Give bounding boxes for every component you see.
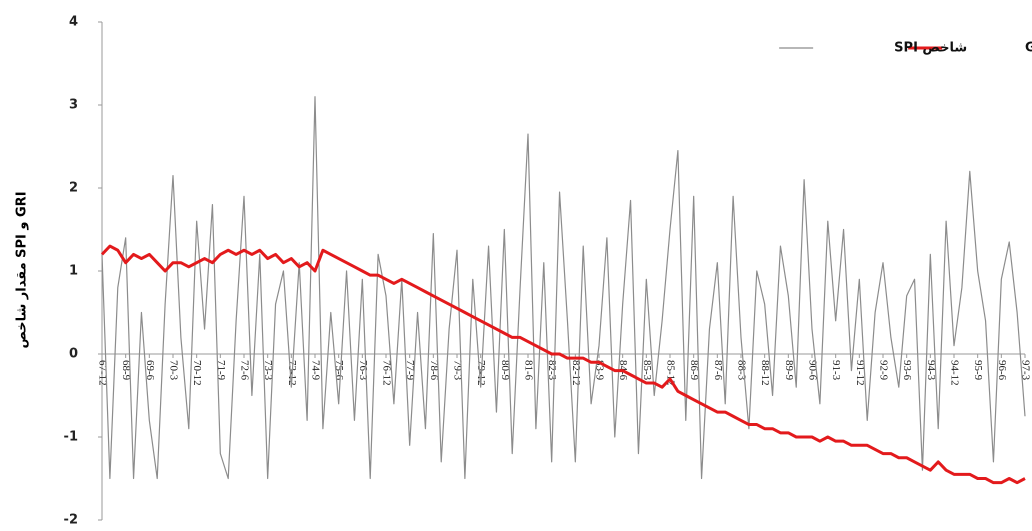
y-tick-label: -1 bbox=[64, 430, 78, 445]
x-tick-label: 76-12 bbox=[380, 360, 392, 386]
x-tick-label: 71-9 bbox=[215, 360, 227, 381]
x-tick-label: 81-6 bbox=[522, 360, 534, 381]
x-tick-label: 85-12 bbox=[664, 360, 676, 386]
x-tick-label: 95-9 bbox=[972, 360, 984, 381]
x-tick-label: 72-6 bbox=[238, 360, 250, 381]
x-tick-label: 92-9 bbox=[877, 360, 889, 381]
x-tick-label: 87-6 bbox=[712, 360, 724, 381]
x-tick-label: 73-3 bbox=[262, 360, 274, 381]
x-tick-label: 80-9 bbox=[499, 360, 511, 381]
x-tick-label: 68-9 bbox=[120, 360, 132, 381]
x-tick-label: 88-3 bbox=[735, 360, 747, 381]
x-tick-label: 88-12 bbox=[759, 360, 771, 386]
y-tick-label: 0 bbox=[69, 347, 78, 362]
x-tick-label: 91-12 bbox=[854, 360, 866, 386]
legend-label: شاخص GRI bbox=[1025, 41, 1032, 56]
x-tick-label: 82-3 bbox=[546, 360, 558, 381]
y-axis-label: مقدار شاخص SPI و GRI bbox=[15, 191, 30, 348]
y-tick-label: 3 bbox=[69, 98, 78, 113]
series-line bbox=[101, 96, 1026, 480]
series-line bbox=[100, 244, 1026, 485]
x-tick-label: 76-3 bbox=[357, 360, 369, 381]
legend-label: شاخص SPI bbox=[894, 41, 967, 56]
x-tick-label: 77-9 bbox=[404, 360, 416, 381]
x-tick-label: 93-6 bbox=[901, 360, 913, 381]
x-tick-label: 70-3 bbox=[167, 360, 179, 381]
y-tick-label: 1 bbox=[69, 264, 78, 279]
x-tick-label: 94-3 bbox=[925, 360, 937, 381]
x-tick-label: 82-12 bbox=[570, 360, 582, 386]
x-tick-label: 85-3 bbox=[641, 360, 653, 381]
x-tick-label: 86-9 bbox=[688, 360, 700, 381]
y-tick-label: 2 bbox=[69, 181, 78, 196]
x-tick-label: 78-6 bbox=[428, 360, 440, 381]
x-tick-label: 94-12 bbox=[948, 360, 960, 386]
x-tick-label: 74-9 bbox=[309, 360, 321, 381]
x-tick-label: 91-3 bbox=[830, 360, 842, 381]
x-tick-label: 89-9 bbox=[783, 360, 795, 381]
y-tick-label: 4 bbox=[69, 15, 78, 30]
y-tick-label: -2 bbox=[64, 513, 78, 528]
x-tick-label: 69-6 bbox=[144, 360, 156, 381]
x-tick-label: 96-6 bbox=[996, 360, 1008, 381]
x-tick-label: 70-12 bbox=[191, 360, 203, 386]
